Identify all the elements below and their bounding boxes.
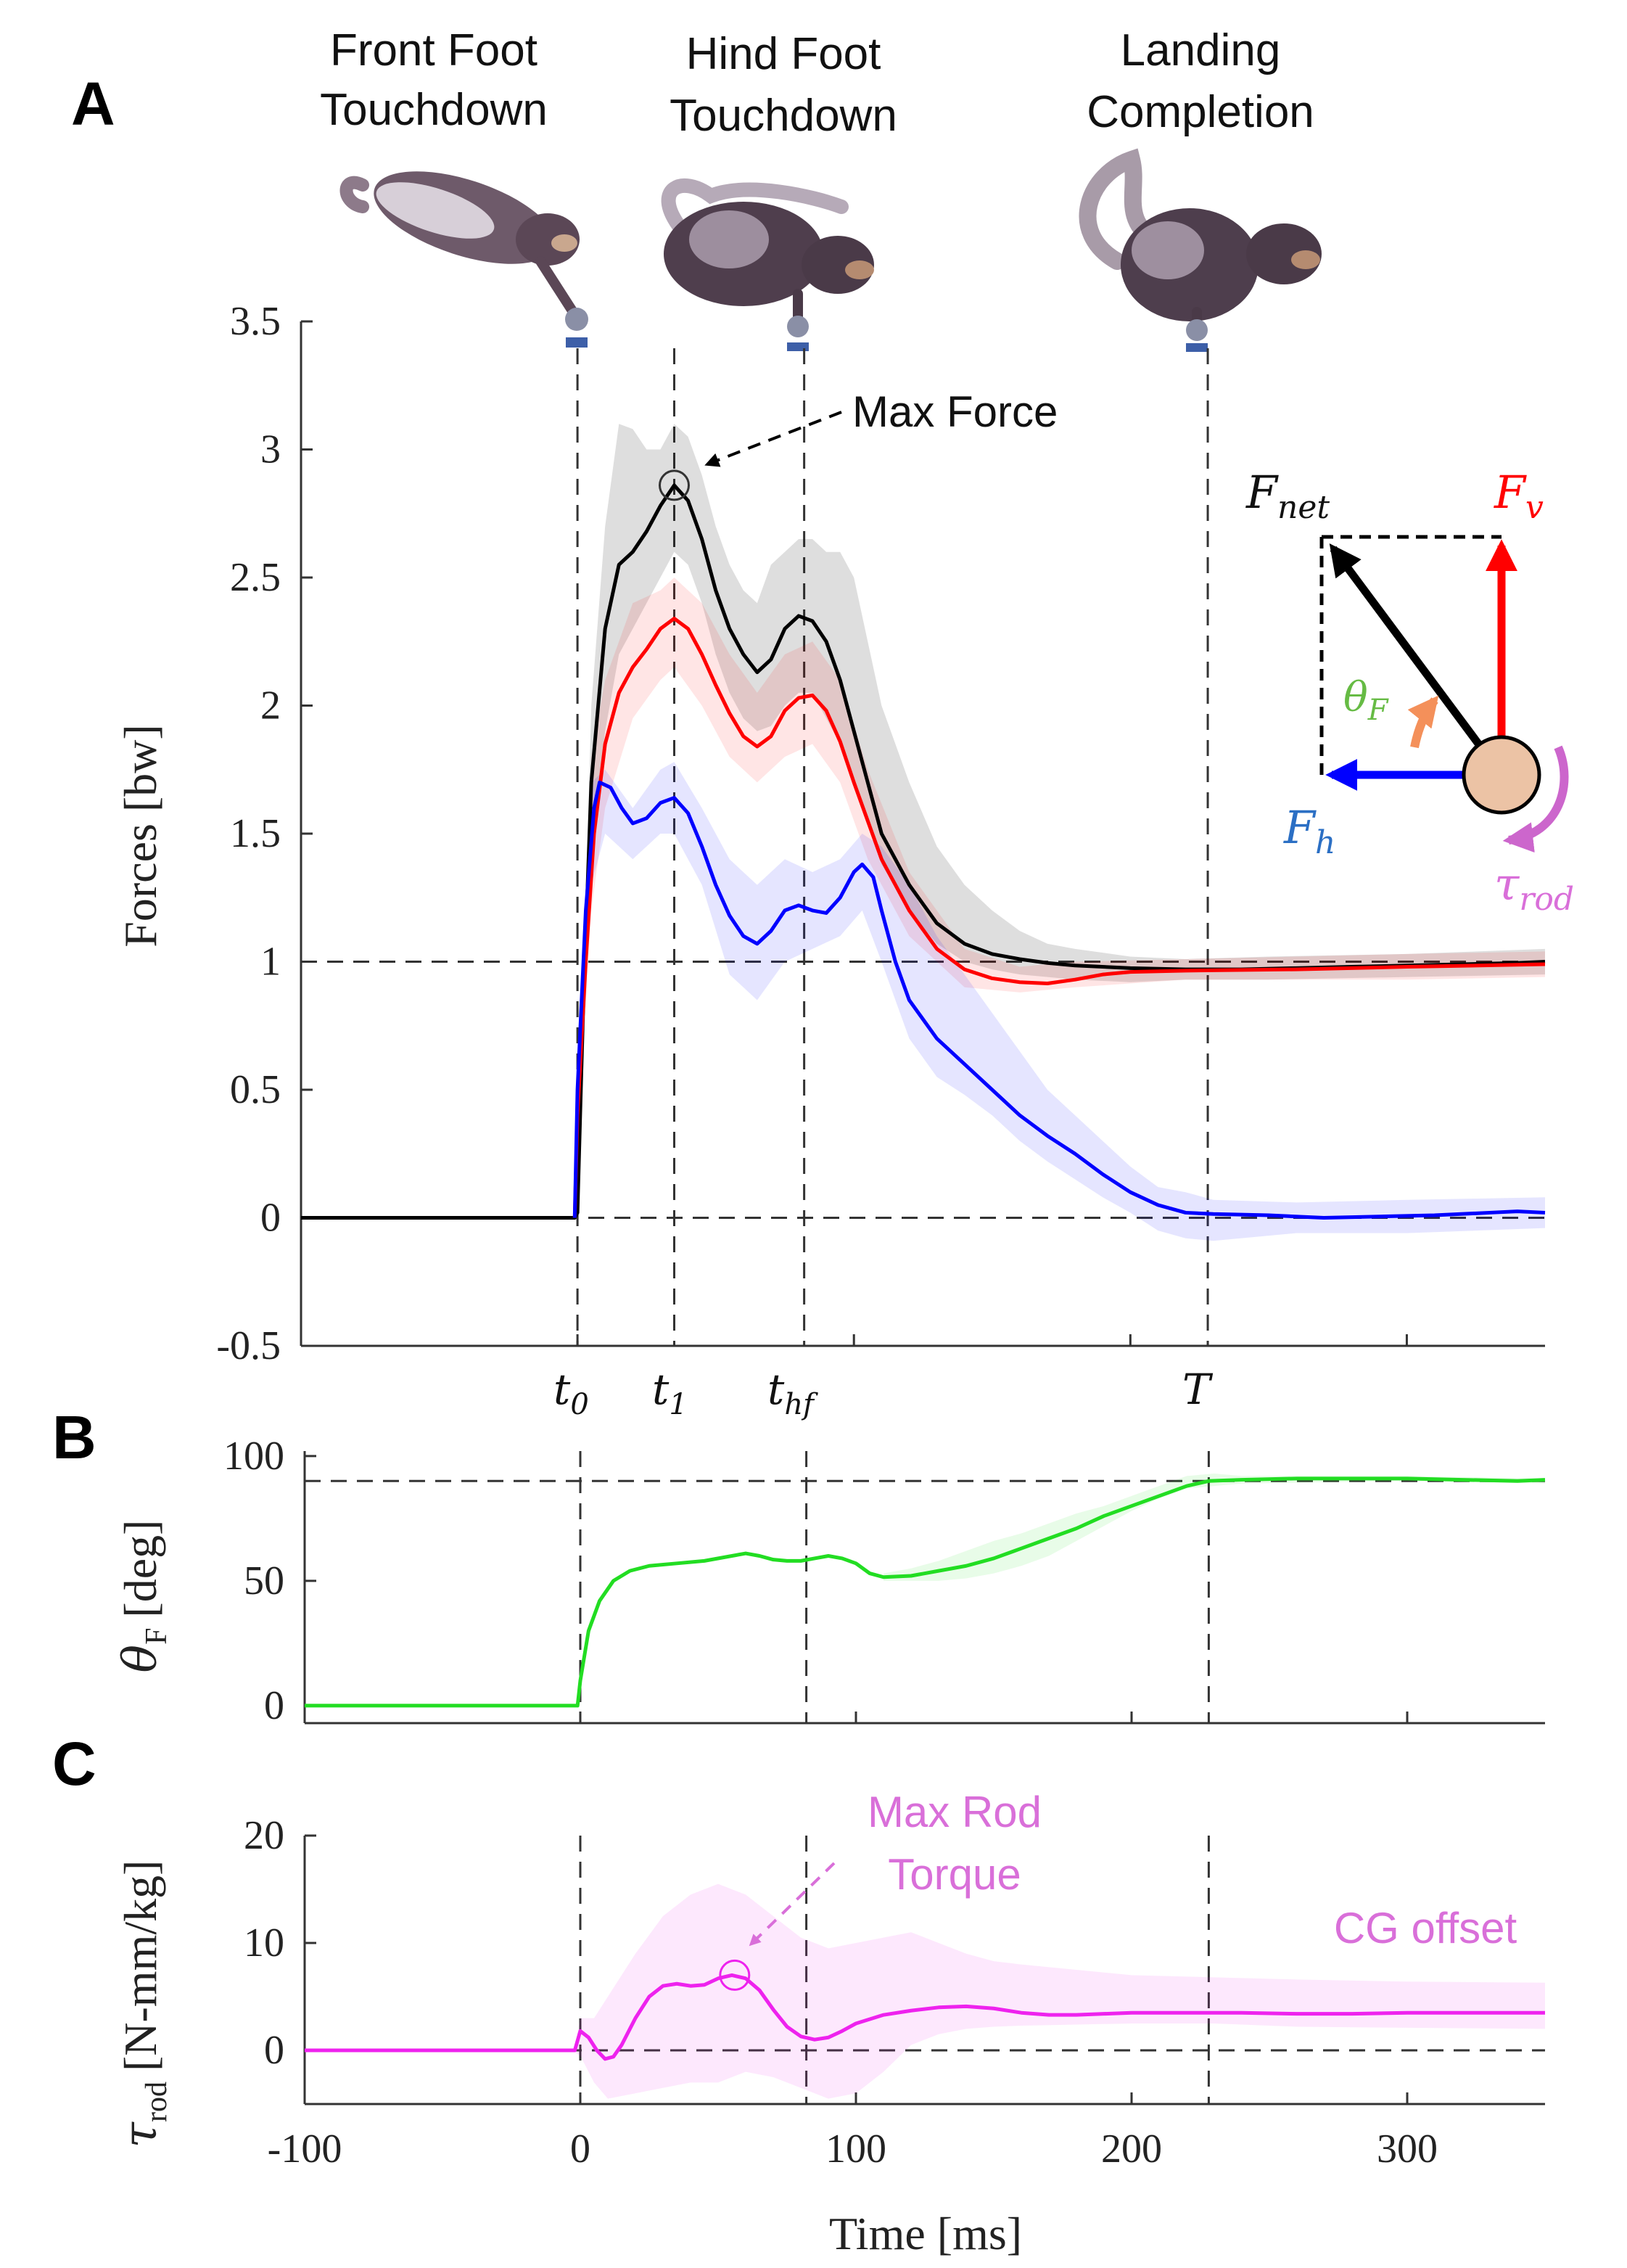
forces-y-tick-label: 2.5 xyxy=(230,555,281,600)
forces-y-tick-label: 0 xyxy=(260,1196,281,1241)
forces-vertical-band xyxy=(577,578,1545,1141)
panel-letter-a: A xyxy=(71,70,115,138)
time-axis-title: Time [ms] xyxy=(829,2208,1022,2259)
forces-y-tick-label: 3.5 xyxy=(230,299,281,344)
theta-axis-title: θF [deg] xyxy=(114,1520,173,1673)
max-rod-torque-marker xyxy=(719,1959,751,1991)
torque-x-tick-label: 100 xyxy=(825,2127,886,2172)
f-v-label: Fv xyxy=(1494,466,1544,526)
theta-f-label: θF xyxy=(1343,674,1389,727)
torque-torque-line xyxy=(305,1973,1545,2061)
torque-x-tick-label: -100 xyxy=(268,2127,342,2172)
svg-text:τrod[N-mm/kg]: τrod [N-mm/kg] xyxy=(114,1860,173,2148)
torque-y-tick-label: 10 xyxy=(244,1920,284,1965)
event-thf-label: thf xyxy=(767,1365,818,1421)
torque-x-tick-label: 200 xyxy=(1101,2127,1162,2172)
squirrel-hind-foot-touchdown-image xyxy=(661,178,874,351)
event-T-label: T xyxy=(1182,1365,1214,1414)
max-rod-torque-label-1: Max Rod xyxy=(868,1788,1042,1836)
phase-front-line1: Front Foot xyxy=(330,25,537,75)
forces-y-tick-label: 1 xyxy=(260,940,281,985)
theta-y-tick-label: 0 xyxy=(264,1683,284,1728)
event-t0-label: t0 xyxy=(553,1365,589,1421)
panel-letter-c: C xyxy=(52,1730,96,1798)
theta-theta-line xyxy=(305,1476,1546,1708)
torque-y-tick-label: 0 xyxy=(264,2028,284,2073)
theta-theta-band xyxy=(883,1473,1545,1581)
phase-hind-line2: Touchdown xyxy=(670,91,897,141)
forces-y-tick-label: -0.5 xyxy=(216,1323,281,1368)
torque-torque-band xyxy=(574,1883,1545,2099)
cg-offset-label: CG offset xyxy=(1334,1904,1517,1952)
theta-y-tick-label: 50 xyxy=(244,1558,284,1603)
forces-chart: -0.5 0 0.5 1 1.5 2 2.5 3 3.5 xyxy=(216,299,1546,1368)
squirrel-landing-completion-image xyxy=(1079,148,1322,352)
forces-horizontal-line xyxy=(572,780,1546,1220)
f-h-label: Fh xyxy=(1283,801,1335,861)
forces-net-band xyxy=(574,424,1545,1218)
forces-axis-title: Forces [bw] xyxy=(115,724,166,947)
torque-x-tick-label: 0 xyxy=(570,2127,590,2172)
forces-horizontal-band xyxy=(577,762,1545,1241)
torque-axis-sub: rod xyxy=(140,2082,173,2122)
forces-y-tick-label: 0.5 xyxy=(230,1067,281,1112)
phase-landing-line2: Completion xyxy=(1087,87,1314,137)
max-force-marker xyxy=(659,469,690,501)
panel-letter-b: B xyxy=(52,1403,96,1471)
squirrel-front-foot-touchdown-image xyxy=(339,171,588,348)
f-net-arrow xyxy=(1329,543,1505,778)
forces-y-tick-label: 3 xyxy=(260,427,281,472)
phase-front-line2: Touchdown xyxy=(320,85,548,135)
torque-x-tick-label: 300 xyxy=(1377,2127,1438,2172)
torque-axis-unit: [N-mm/kg] xyxy=(115,1860,166,2072)
torque-axis-title: τrod [N-mm/kg] xyxy=(114,1860,173,2148)
max-force-label: Max Force xyxy=(852,387,1058,436)
f-net-label: Fnet xyxy=(1245,466,1330,526)
phase-hind-line1: Hind Foot xyxy=(686,29,881,79)
theta-axis-unit: [deg] xyxy=(115,1520,166,1618)
torque-axis-symbol: τ xyxy=(114,2121,168,2148)
theta-chart: 0 50 100 xyxy=(223,1434,1546,1728)
forces-vertical-line xyxy=(572,616,1546,1218)
torque-chart: 0 10 20 -100 0 100 200 300 xyxy=(244,1813,1545,2172)
forces-y-tick-label: 2 xyxy=(260,683,281,728)
event-t1-label: t1 xyxy=(652,1365,688,1421)
rod-cross-section-icon xyxy=(1462,735,1541,815)
svg-text:θF[deg]: θF [deg] xyxy=(114,1520,173,1673)
theta-axis-sub: F xyxy=(140,1628,173,1645)
torque-y-tick-label: 20 xyxy=(244,1813,284,1858)
torque-rotation-icon xyxy=(1502,745,1569,853)
max-force-arrow xyxy=(704,411,842,467)
force-vector-legend: Fnet Fv Fh θF τrod xyxy=(1245,466,1574,918)
phase-landing-line1: Landing xyxy=(1121,25,1281,75)
theta-y-tick-label: 100 xyxy=(223,1434,284,1479)
phase-labels: Front Foot Touchdown Hind Foot Touchdown… xyxy=(320,25,1314,141)
forces-y-tick-label: 1.5 xyxy=(230,811,281,856)
tau-rod-label: τrod xyxy=(1494,858,1574,918)
theta-f-arc-icon xyxy=(1407,695,1439,749)
event-labels: t0 t1 thf T xyxy=(553,1365,1214,1421)
max-rod-torque-label-2: Torque xyxy=(888,1850,1021,1899)
theta-axis-symbol: θ xyxy=(114,1645,168,1673)
